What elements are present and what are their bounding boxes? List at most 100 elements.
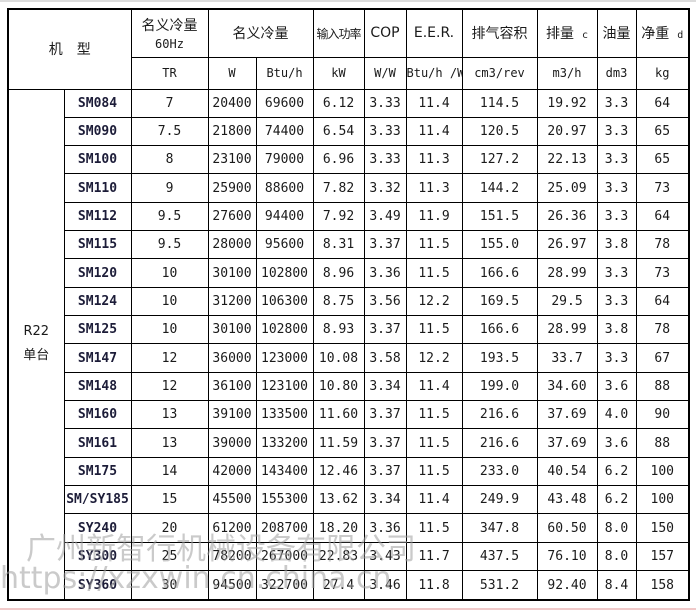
model-cell: SM120	[63, 258, 132, 288]
value-cell-tr: 8	[130, 145, 209, 175]
value-cell-kw: 27.4	[312, 570, 365, 601]
model-cell: SY300	[63, 541, 132, 572]
value-cell-w: 42000	[207, 456, 257, 487]
model-cell: SM084	[63, 88, 132, 118]
top-divider-line	[0, 0, 696, 2]
table-header: 机 型 名义冷量 60Hz 名义冷量 输入功率 COP E.E.R. 排气容积 排…	[7, 8, 690, 90]
value-cell-kg: 78	[635, 230, 690, 260]
header-net-weight: 净重 d	[635, 8, 690, 58]
value-cell-kg: 157	[635, 541, 690, 572]
value-cell-eer: 11.7	[405, 541, 463, 572]
value-cell-eer: 11.5	[405, 428, 463, 458]
value-cell-cm3_rev: 155.0	[461, 230, 538, 260]
header-displacement-volume: 排气容积	[461, 8, 538, 58]
value-cell-dm3: 3.6	[596, 428, 637, 458]
value-cell-cop: 3.43	[363, 541, 407, 572]
value-cell-cm3_rev: 114.5	[461, 88, 538, 118]
value-cell-kg: 100	[635, 485, 690, 515]
value-cell-cop: 3.58	[363, 343, 407, 373]
value-cell-dm3: 8.0	[596, 513, 637, 543]
value-cell-w: 23100	[207, 145, 257, 175]
value-cell-kg: 73	[635, 258, 690, 288]
header-displacement-label: 排量	[545, 26, 574, 43]
value-cell-btu_h: 95600	[255, 230, 314, 260]
header-model: 机 型	[7, 8, 132, 90]
value-cell-btu_h: 88600	[255, 173, 314, 203]
value-cell-tr: 10	[130, 286, 209, 317]
value-cell-cop: 3.37	[363, 400, 407, 430]
value-cell-kg: 78	[635, 315, 690, 345]
value-cell-cop: 3.37	[363, 428, 407, 458]
value-cell-w: 39100	[207, 400, 257, 430]
value-cell-btu_h: 133500	[255, 400, 314, 430]
header-net-weight-note: d	[677, 30, 684, 42]
value-cell-m3_h: 28.99	[536, 258, 598, 288]
header-displacement-note: c	[581, 30, 589, 42]
value-cell-eer: 11.4	[405, 371, 463, 402]
value-cell-m3_h: 26.36	[536, 201, 598, 232]
value-cell-eer: 11.4	[405, 88, 463, 118]
value-cell-dm3: 3.3	[596, 145, 637, 175]
value-cell-dm3: 3.6	[596, 371, 637, 402]
value-cell-eer: 12.2	[405, 286, 463, 317]
value-cell-dm3: 3.3	[596, 258, 637, 288]
value-cell-cop: 3.32	[363, 173, 407, 203]
value-cell-btu_h: 79000	[255, 145, 314, 175]
value-cell-kg: 158	[635, 570, 690, 601]
model-cell: SY240	[63, 513, 132, 543]
value-cell-m3_h: 37.69	[536, 428, 598, 458]
value-cell-btu_h: 133200	[255, 428, 314, 458]
value-cell-btu_h: 102800	[255, 258, 314, 288]
value-cell-kg: 64	[635, 88, 690, 118]
table-row: SM148 12 36100 123100 10.80 3.34 11.4 199.0 34.6…	[8, 371, 690, 402]
value-cell-btu_h: 94400	[255, 201, 314, 232]
unit-w-w: W/W	[363, 56, 407, 90]
unit-kw: kW	[312, 56, 365, 90]
value-cell-cop: 3.33	[363, 116, 407, 147]
value-cell-m3_h: 26.97	[536, 230, 598, 260]
value-cell-w: 94500	[207, 570, 257, 601]
value-cell-eer: 11.8	[405, 570, 463, 601]
model-cell: SM/SY185	[63, 485, 132, 515]
value-cell-eer: 11.3	[405, 145, 463, 175]
unit-dm3: dm3	[596, 56, 637, 90]
model-cell: SM147	[63, 343, 132, 373]
value-cell-dm3: 6.2	[596, 456, 637, 487]
header-oil: 油量	[596, 8, 637, 58]
value-cell-w: 27600	[207, 201, 257, 232]
model-cell: SM175	[63, 456, 132, 487]
value-cell-kg: 65	[635, 116, 690, 147]
value-cell-cm3_rev: 233.0	[461, 456, 538, 487]
unit-m3-h: m3/h	[536, 56, 598, 90]
value-cell-btu_h: 208700	[255, 513, 314, 543]
value-cell-tr: 10	[130, 315, 209, 345]
value-cell-kw: 6.12	[312, 88, 365, 118]
value-cell-eer: 11.5	[405, 456, 463, 487]
value-cell-w: 36000	[207, 343, 257, 373]
table-row: SM100 8 23100 79000 6.96 3.33 11.3 127.2 22.13 3.…	[8, 145, 690, 175]
value-cell-cm3_rev: 144.2	[461, 173, 538, 203]
table-row: SY300 25 78200 267000 22.83 3.43 11.7 437.5 76.1…	[8, 541, 690, 572]
value-cell-cop: 3.56	[363, 286, 407, 317]
value-cell-dm3: 8.0	[596, 541, 637, 572]
value-cell-cop: 3.37	[363, 315, 407, 345]
value-cell-cop: 3.34	[363, 485, 407, 515]
value-cell-kw: 22.83	[312, 541, 365, 572]
value-cell-tr: 25	[130, 541, 209, 572]
value-cell-tr: 30	[130, 570, 209, 601]
value-cell-btu_h: 322700	[255, 570, 314, 601]
value-cell-m3_h: 37.69	[536, 400, 598, 430]
header-eer: E.E.R.	[405, 8, 463, 58]
value-cell-cm3_rev: 151.5	[461, 201, 538, 232]
value-cell-eer: 11.5	[405, 513, 463, 543]
value-cell-m3_h: 43.48	[536, 485, 598, 515]
header-nominal-60hz-line1: 名义冷量	[141, 18, 198, 35]
value-cell-tr: 12	[130, 371, 209, 402]
value-cell-w: 20400	[207, 88, 257, 118]
value-cell-btu_h: 69600	[255, 88, 314, 118]
value-cell-m3_h: 25.09	[536, 173, 598, 203]
value-cell-kg: 100	[635, 456, 690, 487]
value-cell-btu_h: 143400	[255, 456, 314, 487]
compressor-spec-table: 机 型 名义冷量 60Hz 名义冷量 输入功率 COP E.E.R. 排气容积 排…	[7, 8, 690, 601]
value-cell-kw: 8.93	[312, 315, 365, 345]
